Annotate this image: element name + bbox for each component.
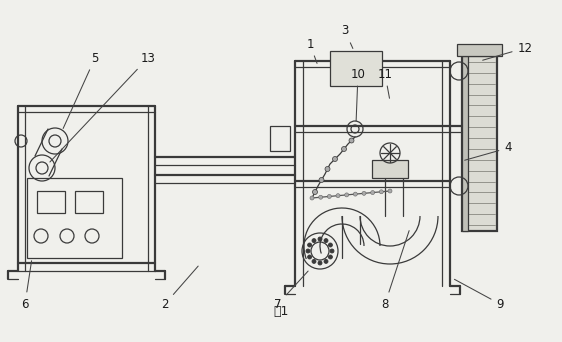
Circle shape (336, 194, 340, 198)
Bar (462, 56, 468, 231)
Circle shape (319, 177, 324, 183)
Circle shape (342, 146, 347, 152)
Circle shape (330, 249, 334, 253)
Circle shape (324, 239, 328, 242)
Circle shape (306, 249, 310, 253)
Text: 9: 9 (455, 279, 504, 311)
Text: 5: 5 (63, 52, 99, 129)
Text: 12: 12 (483, 41, 533, 60)
Bar (37, 191, 65, 213)
Bar (462, 56, 497, 231)
Text: 2: 2 (161, 266, 198, 311)
Text: 7: 7 (274, 271, 308, 311)
Circle shape (325, 167, 330, 171)
Circle shape (388, 189, 392, 193)
Circle shape (349, 138, 354, 143)
Circle shape (310, 196, 314, 200)
Circle shape (312, 189, 318, 195)
Circle shape (319, 195, 323, 199)
Text: 3: 3 (341, 25, 353, 49)
Circle shape (307, 255, 311, 259)
Circle shape (371, 190, 375, 195)
Circle shape (324, 259, 328, 263)
Bar (330, 51, 382, 86)
Text: 6: 6 (21, 261, 31, 311)
Bar (270, 126, 290, 151)
Circle shape (318, 261, 322, 265)
Text: 13: 13 (50, 52, 156, 162)
Circle shape (327, 195, 332, 198)
Text: 8: 8 (381, 231, 409, 311)
Text: 1: 1 (306, 38, 317, 63)
Circle shape (362, 191, 366, 195)
Bar (457, 44, 502, 56)
Circle shape (353, 192, 357, 196)
Bar (75, 191, 103, 213)
Circle shape (307, 243, 311, 247)
Circle shape (379, 190, 383, 194)
Circle shape (345, 193, 348, 197)
Text: 4: 4 (465, 142, 512, 160)
Text: 10: 10 (351, 67, 365, 121)
Text: 11: 11 (378, 67, 392, 98)
Bar (372, 160, 408, 178)
Circle shape (312, 259, 316, 263)
Bar (27, 178, 122, 258)
Text: 图1: 图1 (273, 305, 289, 318)
Circle shape (328, 255, 332, 259)
Circle shape (318, 237, 322, 241)
Circle shape (312, 239, 316, 242)
Circle shape (333, 157, 338, 161)
Circle shape (328, 243, 332, 247)
